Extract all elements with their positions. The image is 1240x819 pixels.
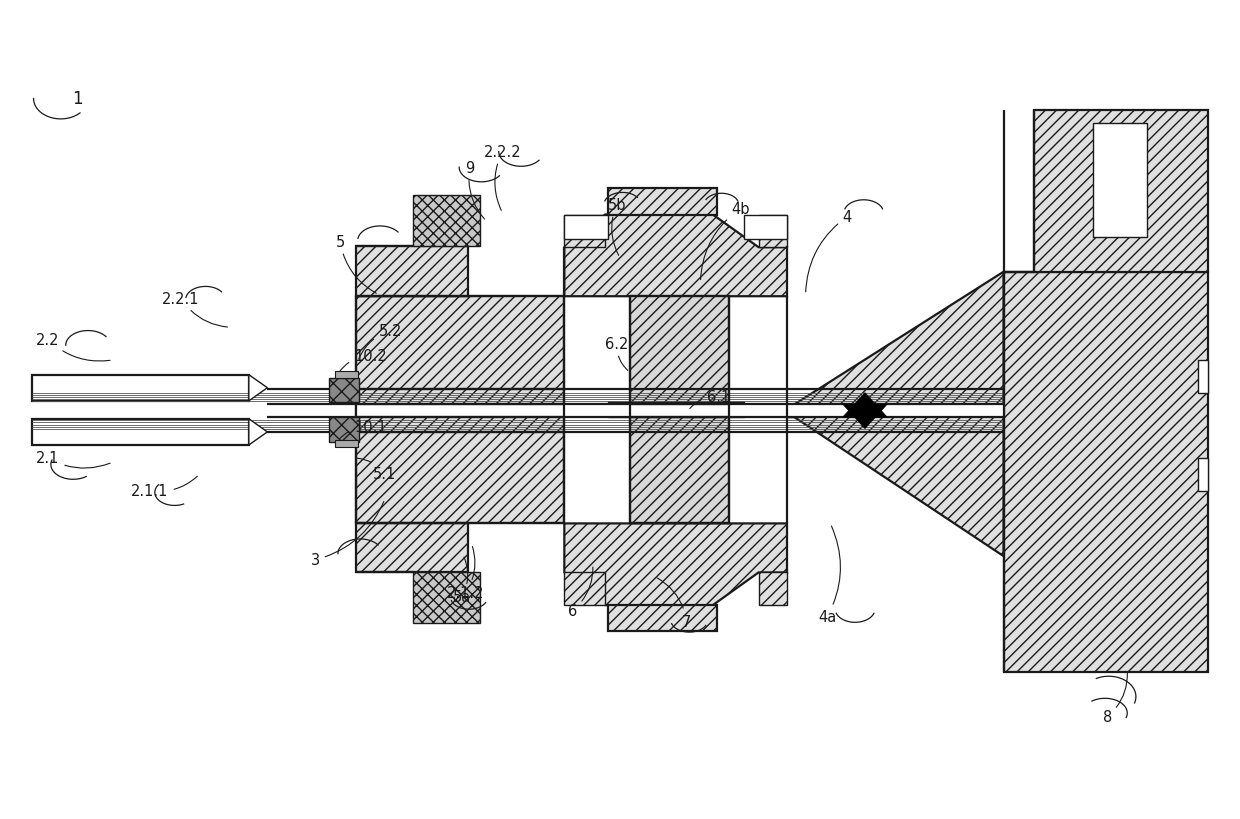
Polygon shape: [843, 393, 888, 418]
Bar: [336, 372, 357, 378]
Text: 5a: 5a: [453, 557, 471, 604]
Text: 8: 8: [1102, 673, 1127, 724]
Bar: [759, 215, 787, 248]
Text: 6.1: 6.1: [689, 389, 730, 409]
Polygon shape: [787, 273, 1003, 418]
Text: 6.2: 6.2: [605, 337, 629, 371]
Text: 4: 4: [806, 210, 852, 292]
Polygon shape: [249, 419, 268, 446]
Text: 2.2.1: 2.2.1: [162, 292, 227, 328]
Text: 7: 7: [657, 578, 691, 629]
Text: 1: 1: [72, 89, 83, 107]
Text: 2.2: 2.2: [36, 333, 110, 361]
Polygon shape: [843, 405, 888, 429]
Text: 5b: 5b: [608, 197, 626, 256]
Bar: [564, 572, 605, 605]
Bar: [564, 215, 608, 240]
Text: 2.1.1: 2.1.1: [131, 477, 197, 498]
Text: 9: 9: [465, 161, 485, 219]
Bar: [564, 215, 605, 248]
Bar: [608, 403, 744, 418]
Bar: [608, 605, 717, 631]
Bar: [356, 247, 467, 296]
Text: 10.2: 10.2: [340, 349, 387, 372]
Bar: [608, 189, 717, 215]
Polygon shape: [564, 215, 787, 296]
Bar: [630, 296, 729, 524]
Bar: [413, 572, 480, 623]
Text: 2.1.2: 2.1.2: [446, 547, 485, 600]
Bar: [1198, 360, 1208, 393]
Bar: [32, 375, 249, 401]
Text: 4a: 4a: [818, 527, 841, 625]
Bar: [759, 572, 787, 605]
Text: 3: 3: [311, 502, 384, 568]
Bar: [1198, 459, 1208, 491]
Bar: [1034, 111, 1208, 273]
Text: 4b: 4b: [701, 201, 750, 280]
Bar: [330, 418, 358, 442]
Polygon shape: [787, 405, 1003, 556]
Bar: [330, 378, 358, 403]
Polygon shape: [564, 524, 787, 605]
Text: 5.1: 5.1: [357, 459, 396, 482]
Bar: [1092, 124, 1147, 238]
Text: 10.1: 10.1: [340, 419, 387, 439]
Text: 5: 5: [336, 234, 376, 294]
Bar: [1003, 273, 1208, 672]
Text: 2.1: 2.1: [36, 450, 110, 468]
Bar: [356, 296, 564, 524]
Bar: [413, 196, 480, 247]
Bar: [32, 419, 249, 446]
Text: 2.2.2: 2.2.2: [484, 144, 522, 211]
Bar: [744, 215, 787, 240]
Bar: [336, 441, 357, 447]
Polygon shape: [249, 375, 268, 401]
Text: 5.2: 5.2: [358, 324, 402, 360]
Text: 6: 6: [568, 568, 593, 618]
Bar: [356, 405, 1003, 418]
Bar: [356, 524, 467, 572]
